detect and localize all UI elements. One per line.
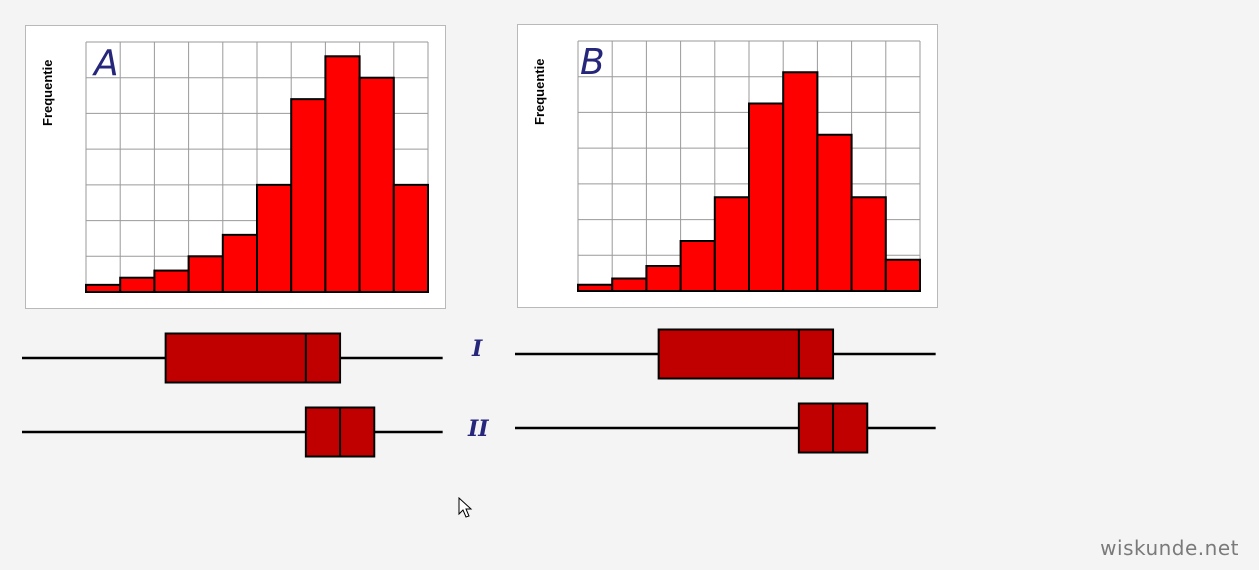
boxplot-label-ii: II	[468, 416, 489, 442]
boxplot-box	[657, 328, 835, 380]
histogram-bar	[816, 133, 853, 292]
boxplot-box	[164, 332, 342, 384]
histogram-bar	[324, 55, 361, 293]
histogram-panel-b: Frequentie B	[517, 24, 938, 308]
histogram-bar	[392, 183, 429, 294]
histogram-b	[577, 40, 921, 292]
histogram-bar	[850, 196, 887, 292]
boxplot-label-i: I	[472, 336, 483, 362]
histogram-bar	[256, 183, 293, 294]
mouse-pointer-icon	[458, 497, 473, 518]
histogram-a	[85, 41, 429, 294]
histogram-bar	[884, 258, 921, 292]
histogram-bar	[187, 255, 224, 294]
watermark: wiskunde.net	[1100, 536, 1239, 560]
histogram-bar	[782, 71, 819, 292]
histogram-bar	[645, 265, 682, 292]
panel-letter-b: B	[580, 42, 605, 83]
histogram-panel-a: Frequentie A	[25, 25, 446, 309]
panel-letter-a: A	[94, 43, 119, 84]
